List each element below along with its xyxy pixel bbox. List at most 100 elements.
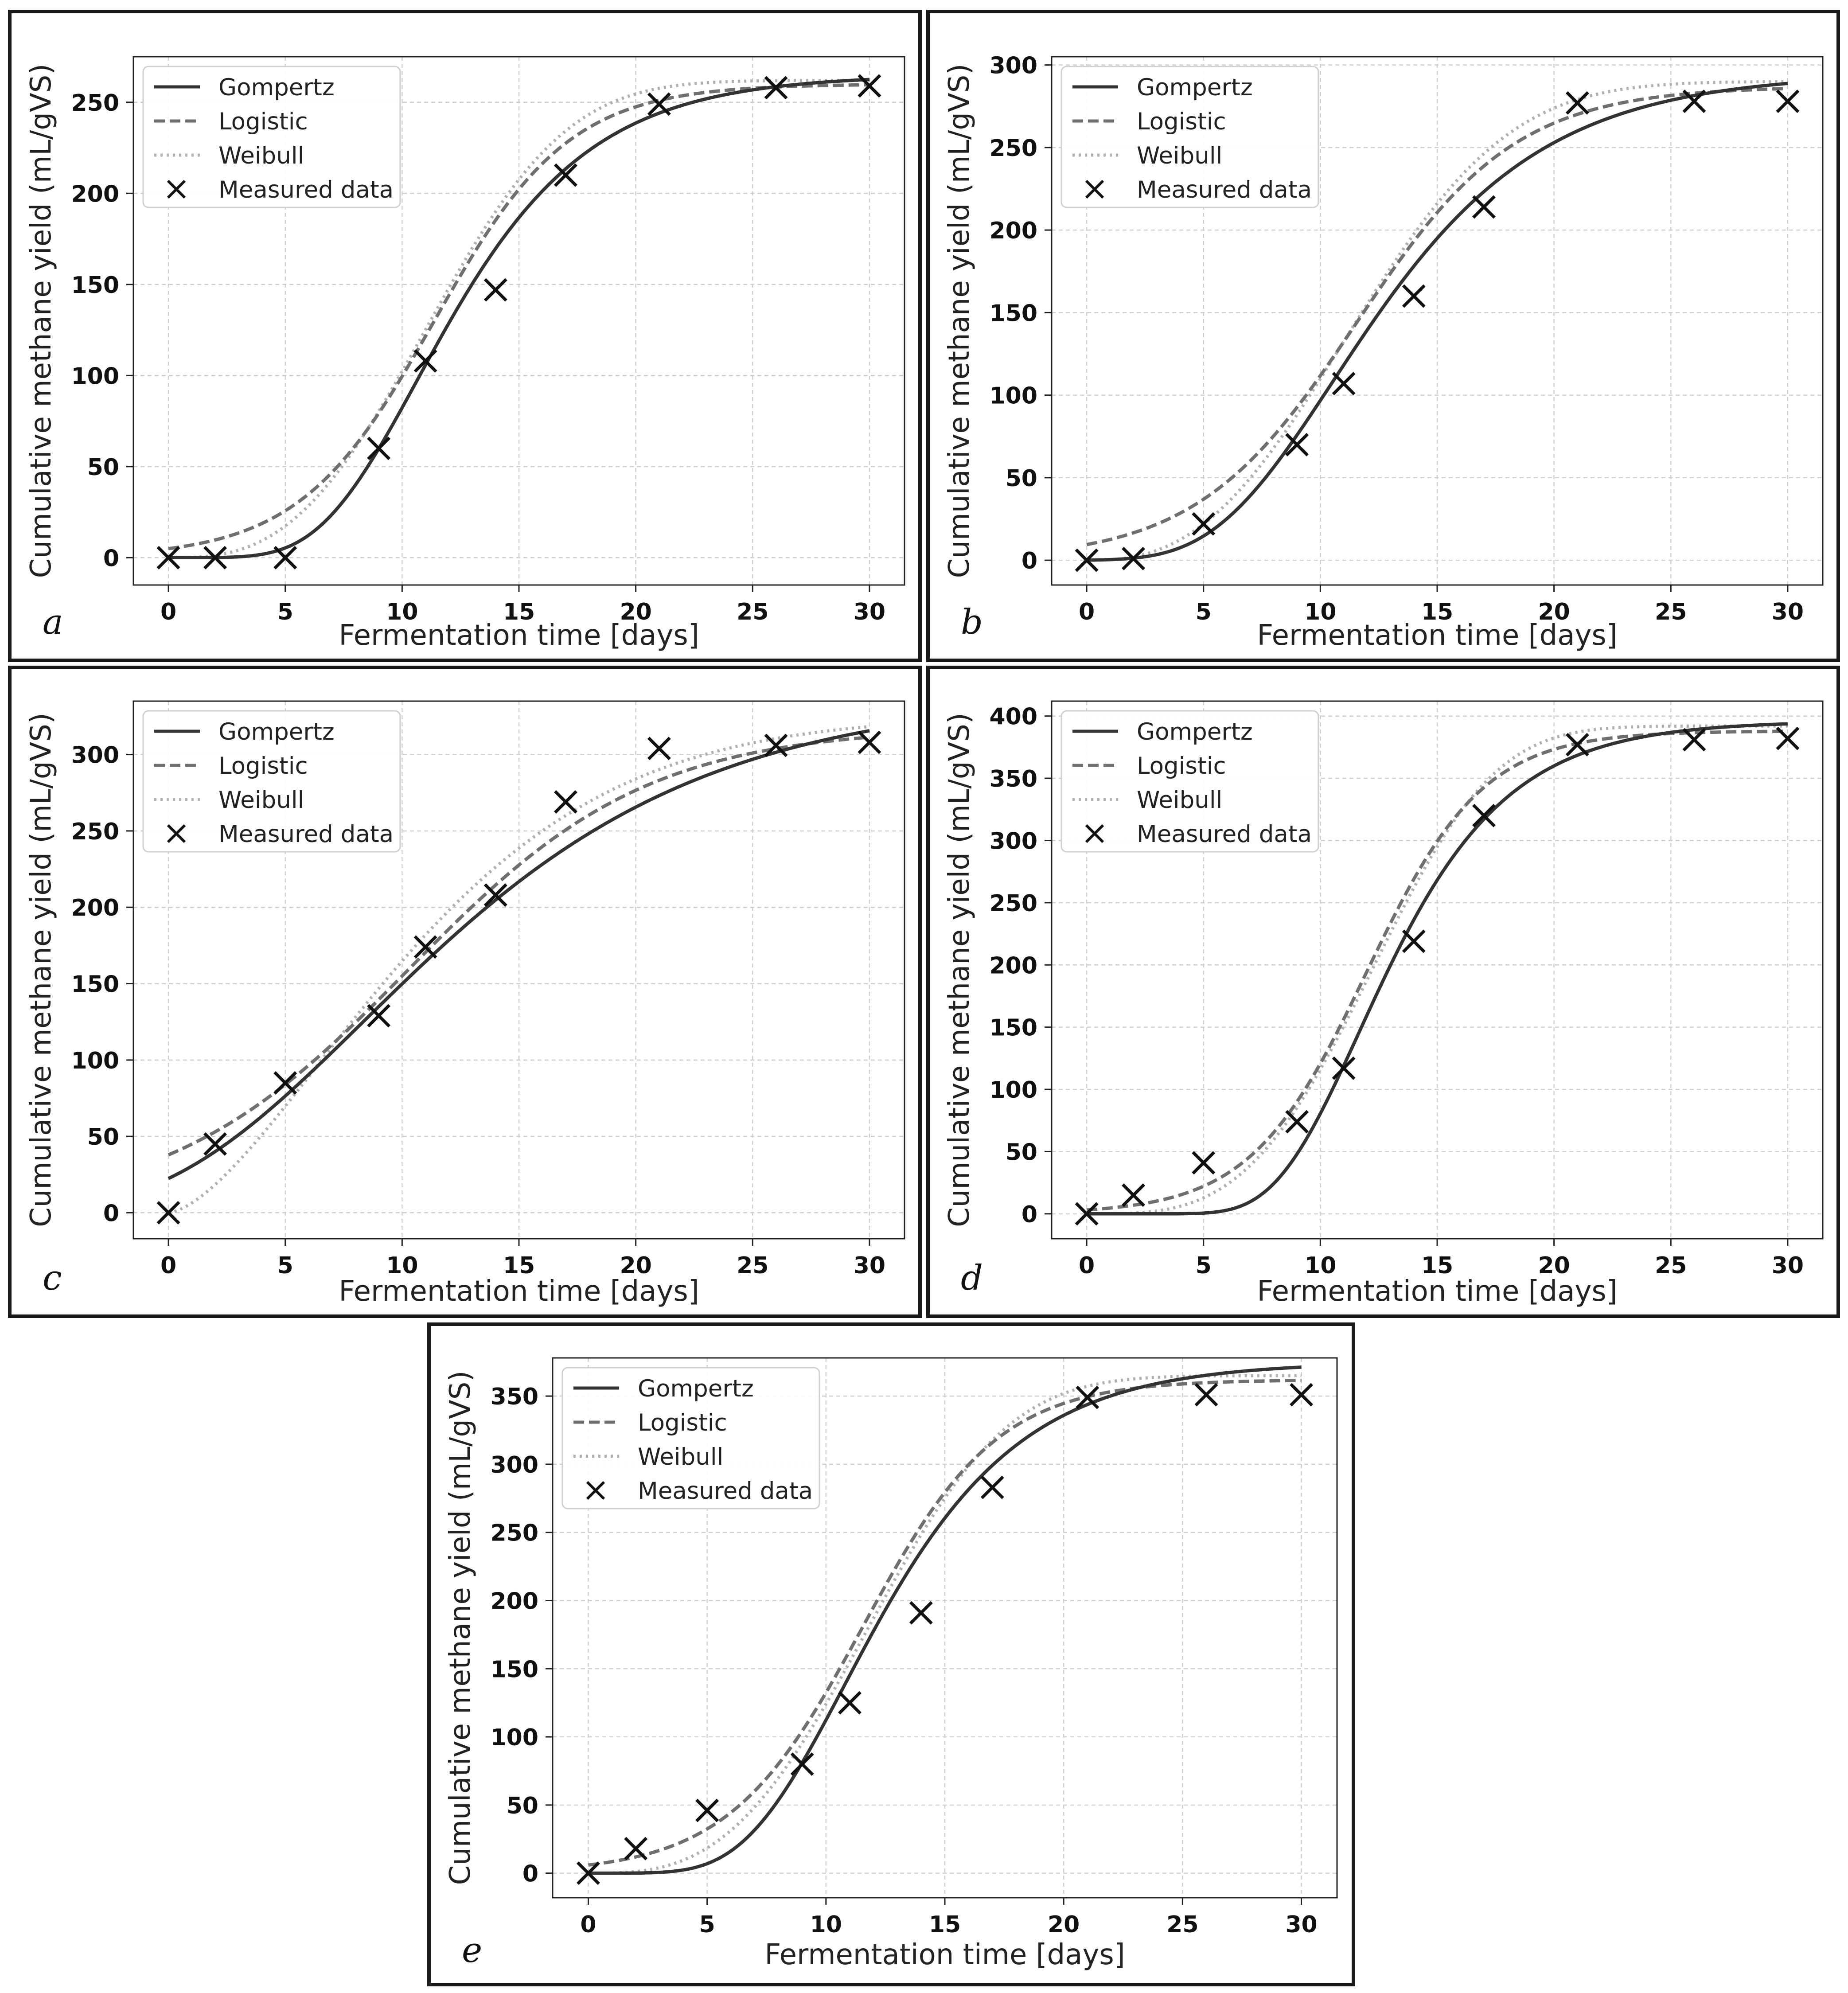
chart-a-measured-point xyxy=(413,349,437,373)
chart-e-legend-label-measured: Measured data xyxy=(638,1478,813,1505)
chart-b-legend-marker-measured xyxy=(1085,179,1104,199)
chart-e-legend-label-weibull: Weibull xyxy=(638,1443,723,1470)
chart-e-y-tick-label: 200 xyxy=(490,1588,538,1615)
chart-a-legend-label-gompertz: Gompertz xyxy=(218,74,335,101)
chart-b-legend-label-logistic: Logistic xyxy=(1137,108,1226,135)
chart-a-x-tick-label: 25 xyxy=(737,599,768,625)
panel-b: 0 5 10 15 20 25 30 0 50 100 150 200 250 300 Fermentati… xyxy=(926,10,1840,662)
chart-d: 0 5 10 15 20 25 30050100150200250300350400Ferm… xyxy=(943,700,1824,1308)
chart-e-measured-point xyxy=(909,1601,933,1625)
chart-d-x-tick-label: 0 xyxy=(1079,1252,1095,1279)
chart-c-panel-letter: c xyxy=(43,1258,62,1298)
chart-a-measured-point xyxy=(764,76,788,100)
chart-e-measured-point xyxy=(1290,1383,1314,1407)
chart-d-x-axis-label: Fermentation time [days] xyxy=(1257,1275,1617,1308)
chart-e-measured-point xyxy=(695,1798,719,1822)
chart-e-x-tick-label: 15 xyxy=(929,1911,961,1938)
chart-e-y-tick-label: 100 xyxy=(490,1724,538,1751)
chart-d-y-tick-label: 50 xyxy=(1006,1139,1037,1166)
chart-e-y-tick-label: 250 xyxy=(490,1520,538,1547)
chart-d-y-tick-label: 350 xyxy=(989,766,1037,792)
chart-e-measured-point xyxy=(980,1475,1004,1499)
chart-b-legend-label-gompertz: Gompertz xyxy=(1137,74,1253,101)
chart-b-y-tick-label: 100 xyxy=(989,383,1037,410)
chart-c-measured-point xyxy=(764,733,788,757)
chart-d-weibull-line xyxy=(1087,724,1788,1216)
chart-b-panel-letter: b xyxy=(961,602,983,642)
chart-d-gompertz-line xyxy=(1087,722,1788,1216)
chart-c-measured-point xyxy=(647,737,671,761)
chart-b-x-tick-label: 0 xyxy=(1079,599,1095,625)
chart-d-x-tick-label: 25 xyxy=(1655,1252,1687,1279)
chart-d-y-tick-label: 250 xyxy=(989,890,1037,917)
chart-e-y-tick-label: 150 xyxy=(490,1656,538,1683)
chart-e-y-axis-label: Cumulative methane yield (mL/gVS) xyxy=(444,1371,477,1885)
chart-d-y-axis-label: Cumulative methane yield (mL/gVS) xyxy=(943,713,976,1227)
chart-c-legend-box xyxy=(142,710,401,853)
chart-c-y-tick-label: 100 xyxy=(71,1048,119,1074)
chart-a-x-tick-label: 15 xyxy=(503,599,535,625)
chart-c-x-tick-label: 5 xyxy=(277,1252,293,1279)
chart-d-measured-point xyxy=(1402,929,1426,953)
chart-a-x-tick-label: 5 xyxy=(277,599,293,625)
chart-d-measured-point xyxy=(1075,1202,1099,1226)
chart-b-y-tick-label: 150 xyxy=(989,300,1037,327)
chart-d-y-tick-label: 400 xyxy=(989,704,1037,730)
chart-d-legend-label-weibull: Weibull xyxy=(1137,787,1222,814)
chart-e-legend-box xyxy=(561,1367,820,1509)
chart-c: 0 5 10 15 20 25 30050100150200250300Fermentati… xyxy=(25,700,905,1308)
chart-c-measured-point xyxy=(554,790,577,814)
chart-c-measured-point xyxy=(273,1071,297,1095)
chart-d-measured-point xyxy=(1122,1183,1146,1207)
chart-b-measured-point xyxy=(1122,546,1146,570)
chart-e-y-tick-label: 0 xyxy=(522,1861,538,1888)
chart-b-measured-point xyxy=(1472,195,1496,219)
chart-c-measured-point xyxy=(203,1132,227,1156)
chart-a-y-tick-label: 0 xyxy=(103,545,119,572)
chart-a-measured-point xyxy=(647,92,671,116)
chart-a-y-tick-label: 150 xyxy=(71,272,119,299)
chart-a-measured-point xyxy=(156,546,180,569)
chart-d-measured-point xyxy=(1332,1056,1356,1080)
chart-b-x-tick-label: 15 xyxy=(1421,599,1453,625)
chart-d-y-tick-label: 150 xyxy=(989,1015,1037,1041)
chart-b-legend-label-weibull: Weibull xyxy=(1137,142,1222,169)
chart-c-x-tick-label: 10 xyxy=(386,1252,418,1279)
chart-a-y-tick-label: 50 xyxy=(87,454,119,481)
chart-e-y-tick-label: 50 xyxy=(507,1793,538,1819)
chart-d-panel-letter: d xyxy=(961,1258,983,1298)
chart-d-x-tick-label: 15 xyxy=(1421,1252,1453,1279)
chart-a-y-tick-label: 250 xyxy=(71,90,119,117)
chart-b-x-tick-label: 10 xyxy=(1304,599,1336,625)
chart-a-legend-marker-measured xyxy=(167,179,186,199)
panel-e: 0 5 10 15 20 25 30 0 50 100 150 200 250 300 350 Ferment… xyxy=(427,1322,1355,1986)
chart-a-panel-letter: a xyxy=(43,602,63,642)
chart-e-measured-point xyxy=(1194,1383,1218,1407)
chart-c-legend-marker-measured xyxy=(167,824,186,843)
chart-b-gompertz-line xyxy=(1087,82,1788,562)
chart-a-measured-point xyxy=(367,437,391,460)
chart-b-measured-point xyxy=(1565,91,1589,115)
chart-b-measured-point xyxy=(1075,548,1099,572)
chart-e-x-tick-label: 20 xyxy=(1048,1911,1080,1938)
chart-d-measured-point xyxy=(1776,726,1800,750)
chart-e-logistic-line xyxy=(588,1379,1302,1867)
chart-e-x-tick-label: 5 xyxy=(699,1911,715,1938)
chart-b-x-tick-label: 5 xyxy=(1196,599,1212,625)
chart-b-legend-label-measured: Measured data xyxy=(1137,176,1312,203)
chart-b-y-tick-label: 250 xyxy=(989,135,1037,162)
chart-b-y-axis-label: Cumulative methane yield (mL/gVS) xyxy=(943,64,976,578)
chart-b-y-tick-label: 300 xyxy=(989,53,1037,79)
chart-b-logistic-line xyxy=(1086,87,1788,546)
chart-e-legend-label-logistic: Logistic xyxy=(638,1409,727,1436)
chart-d-legend-label-gompertz: Gompertz xyxy=(1137,718,1253,745)
chart-e-legend-label-gompertz: Gompertz xyxy=(638,1375,754,1402)
chart-d-measured-point xyxy=(1565,733,1589,757)
chart-a-legend-label-weibull: Weibull xyxy=(218,142,304,169)
chart-b-x-axis-label: Fermentation time [days] xyxy=(1257,619,1617,652)
chart-d-measured-point xyxy=(1192,1151,1216,1175)
chart-d-legend-label-measured: Measured data xyxy=(1137,821,1312,848)
chart-e-gompertz-line xyxy=(588,1365,1302,1875)
chart-c-measured-point xyxy=(156,1201,180,1225)
chart-a-legend-box xyxy=(142,66,401,208)
